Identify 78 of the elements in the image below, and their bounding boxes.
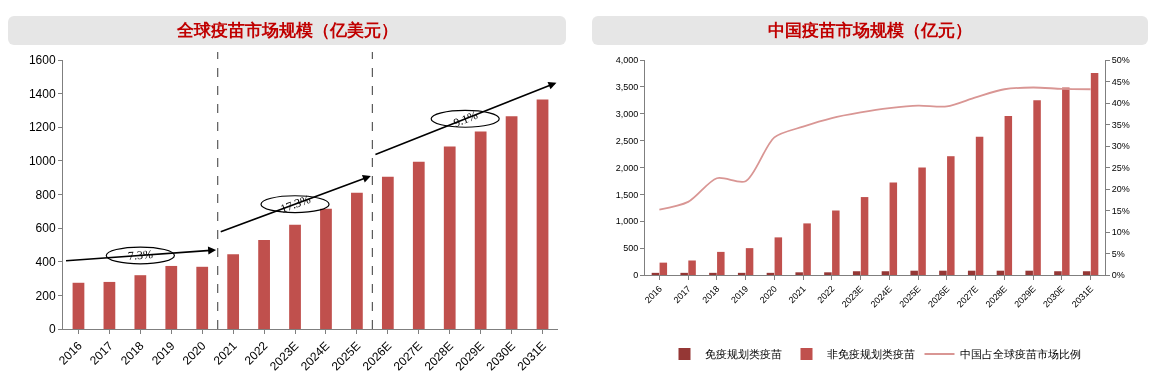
bar: [103, 281, 116, 329]
y-tick-label: 1,500: [615, 189, 639, 200]
bar: [258, 239, 270, 329]
y-tick-label: 0: [48, 322, 56, 337]
bar: [659, 262, 668, 275]
y2-tick-label: 45%: [1111, 76, 1130, 87]
bar: [474, 131, 487, 329]
legend-label: 非免疫规划类疫苗: [826, 348, 915, 362]
bar: [824, 272, 832, 275]
y2-tick-label: 25%: [1111, 162, 1130, 173]
legend-label: 中国占全球疫苗市场比例: [959, 348, 1081, 362]
bar: [881, 271, 890, 275]
bar: [803, 223, 811, 275]
bar: [717, 251, 725, 275]
bar: [918, 167, 926, 275]
bar: [774, 237, 783, 275]
y2-tick-label: 0%: [1111, 270, 1125, 281]
bar: [351, 192, 363, 329]
y2-tick-label: 10%: [1111, 227, 1130, 238]
bar: [795, 272, 803, 275]
y-tick-label: 1,000: [615, 216, 639, 227]
y2-tick-label: 50%: [1111, 55, 1130, 66]
bar: [72, 282, 85, 329]
bar: [975, 136, 984, 275]
y2-tick-label: 20%: [1111, 184, 1130, 195]
bar: [289, 224, 301, 329]
bar: [381, 176, 394, 329]
bar: [688, 260, 696, 275]
bar: [1025, 270, 1033, 275]
y-tick-label: 3,500: [615, 82, 639, 93]
bar: [709, 272, 717, 275]
y-tick-label: 3,000: [615, 108, 639, 119]
bar: [1033, 100, 1041, 275]
legend-label: 免疫规划类疫苗: [704, 348, 782, 362]
y-tick-label: 1200: [28, 120, 56, 135]
y-tick-label: 0: [633, 270, 639, 281]
y-tick-label: 600: [35, 221, 56, 236]
bar: [134, 275, 147, 329]
bar: [536, 99, 549, 329]
y-tick-label: 400: [35, 254, 56, 269]
bar: [1062, 87, 1070, 275]
bar: [320, 208, 332, 329]
chart-title: 全球疫苗市场规模（亿美元）: [8, 16, 566, 45]
y-tick-label: 2,500: [615, 135, 639, 146]
bar: [505, 116, 518, 329]
y-tick-label: 200: [35, 288, 56, 303]
bar: [412, 161, 425, 329]
bar: [1090, 72, 1099, 275]
bar: [227, 254, 240, 329]
bar: [1054, 271, 1062, 275]
bar: [910, 270, 918, 275]
y-tick-label: 500: [623, 243, 639, 254]
line-series: [658, 86, 1092, 211]
bar: [1004, 115, 1013, 275]
bar: [1082, 271, 1091, 275]
y2-tick-label: 15%: [1111, 205, 1130, 216]
y-tick-label: 1000: [28, 154, 56, 169]
y2-tick-label: 5%: [1111, 248, 1125, 259]
bar: [939, 270, 947, 275]
chart-title: 中国疫苗市场规模（亿元）: [592, 16, 1148, 45]
bar: [680, 272, 688, 275]
y-tick-label: 1400: [28, 86, 56, 101]
bar: [860, 197, 869, 275]
y2-tick-label: 35%: [1111, 119, 1130, 130]
y2-tick-label: 40%: [1111, 98, 1130, 109]
bar: [947, 156, 955, 275]
y-tick-label: 800: [35, 187, 56, 202]
bar: [745, 248, 754, 275]
y-tick-label: 2,000: [615, 162, 639, 173]
bar: [889, 182, 898, 275]
bar: [196, 266, 209, 329]
bar: [852, 271, 861, 275]
y-tick-label: 1600: [28, 53, 56, 68]
bar: [832, 210, 840, 275]
bar: [165, 265, 178, 329]
y2-tick-label: 30%: [1111, 141, 1130, 152]
y-tick-label: 4,000: [615, 55, 639, 66]
bar: [443, 146, 456, 329]
